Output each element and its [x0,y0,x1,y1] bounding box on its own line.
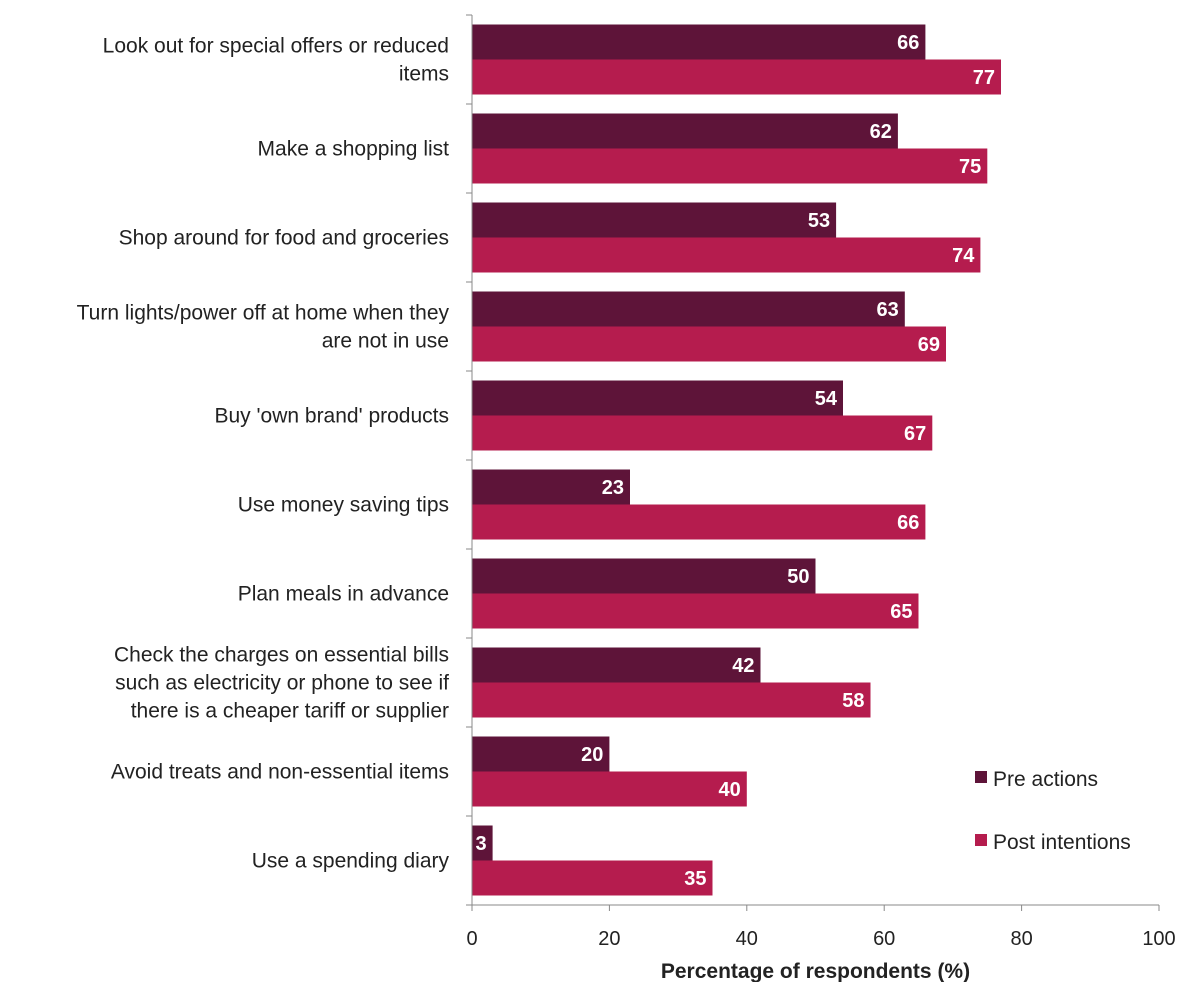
category-label-line: Shop around for food and groceries [119,227,449,250]
legend-label: Pre actions [993,768,1098,791]
data-label: 66 [897,512,919,534]
value-labels: 66 77 62 75 53 74 63 69 54 67 23 66 50 65 42 58 20 40 3 35 [475,32,995,890]
data-label: 77 [973,67,995,89]
data-label: 66 [897,32,919,54]
category-label: Make a shopping list [258,138,450,161]
category-label-line: Look out for special offers or reduced [103,35,449,58]
data-label: 53 [808,210,830,232]
x-tick-label: 40 [736,928,758,950]
x-tick-label: 0 [466,928,477,950]
category-label-line: Avoid treats and non-essential items [111,761,449,784]
bar-post-intentions [472,682,871,718]
data-label: 20 [581,744,603,766]
category-label-line: such as electricity or phone to see if [115,672,449,695]
data-label: 54 [815,388,838,410]
data-label: 35 [684,868,706,890]
category-label-line: there is a cheaper tariff or supplier [131,700,449,723]
data-label: 69 [918,334,940,356]
category-label-line: Use a spending diary [252,850,450,873]
category-label: Use a spending diary [252,850,450,873]
bar-pre-actions [472,469,630,505]
category-label-line: Turn lights/power off at home when they [77,302,450,325]
bar-pre-actions [472,291,905,327]
category-label: Use money saving tips [238,494,449,517]
legend-swatch [975,771,987,783]
data-label: 62 [870,121,892,143]
bar-post-intentions [472,59,1001,95]
x-tick-label: 100 [1142,928,1175,950]
bar-post-intentions [472,771,747,807]
data-label: 23 [602,477,624,499]
bar-pre-actions [472,202,837,238]
category-label-line: items [399,63,449,86]
data-label: 58 [842,690,864,712]
x-ticks: 0 20 40 60 80 100 [466,905,1176,950]
bar-post-intentions [472,860,713,896]
category-label-line: are not in use [322,330,449,353]
bar-post-intentions [472,326,946,362]
data-label: 3 [475,833,486,855]
data-label: 63 [877,299,899,321]
data-label: 65 [890,601,912,623]
bar-pre-actions [472,558,816,594]
x-axis-title: Percentage of respondents (%) [661,960,970,982]
axes [466,14,1159,906]
data-label: 42 [732,655,754,677]
category-label-line: Buy 'own brand' products [215,405,450,428]
bar-post-intentions [472,415,933,451]
bar-pre-actions [472,113,898,149]
bar-pre-actions [472,24,926,60]
bar-post-intentions [472,504,926,540]
category-label: Turn lights/power off at home when they a… [77,302,450,353]
category-label: Buy 'own brand' products [215,405,450,428]
bar-pre-actions [472,825,493,861]
bar-post-intentions [472,148,988,184]
bar-pre-actions [472,647,761,683]
category-label-line: Check the charges on essential bills [114,644,449,667]
bar-pre-actions [472,380,843,416]
category-label-line: Plan meals in advance [238,583,449,606]
x-tick-label: 60 [873,928,895,950]
category-label: Avoid treats and non-essential items [111,761,449,784]
bar-post-intentions [472,593,919,629]
x-tick-label: 80 [1010,928,1032,950]
bar-post-intentions [472,237,981,273]
data-label: 75 [959,156,981,178]
category-label: Look out for special offers or reduced it… [103,35,449,86]
category-label: Plan meals in advance [238,583,449,606]
x-tick-label: 20 [598,928,620,950]
data-label: 74 [952,245,975,267]
data-label: 40 [719,779,741,801]
bars [472,24,1001,896]
category-labels: Look out for special offers or reduced it… [77,35,450,873]
bar-pre-actions [472,736,610,772]
legend-label: Post intentions [993,831,1131,854]
data-label: 50 [787,566,809,588]
category-label-line: Make a shopping list [258,138,450,161]
data-label: 67 [904,423,926,445]
category-label: Shop around for food and groceries [119,227,449,250]
category-label: Check the charges on essential bills such… [114,644,449,723]
legend-swatch [975,834,987,846]
category-label-line: Use money saving tips [238,494,449,517]
legend: Pre actions Post intentions [975,768,1131,854]
